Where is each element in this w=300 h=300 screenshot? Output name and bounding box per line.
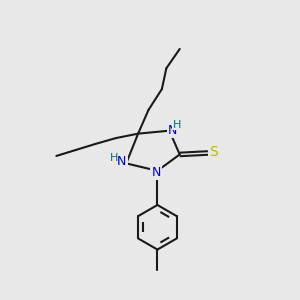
Text: H: H <box>110 153 118 163</box>
Text: N: N <box>168 124 178 136</box>
Text: H: H <box>172 120 181 130</box>
Text: S: S <box>209 146 218 159</box>
Text: N: N <box>117 155 127 168</box>
Text: N: N <box>151 166 160 179</box>
